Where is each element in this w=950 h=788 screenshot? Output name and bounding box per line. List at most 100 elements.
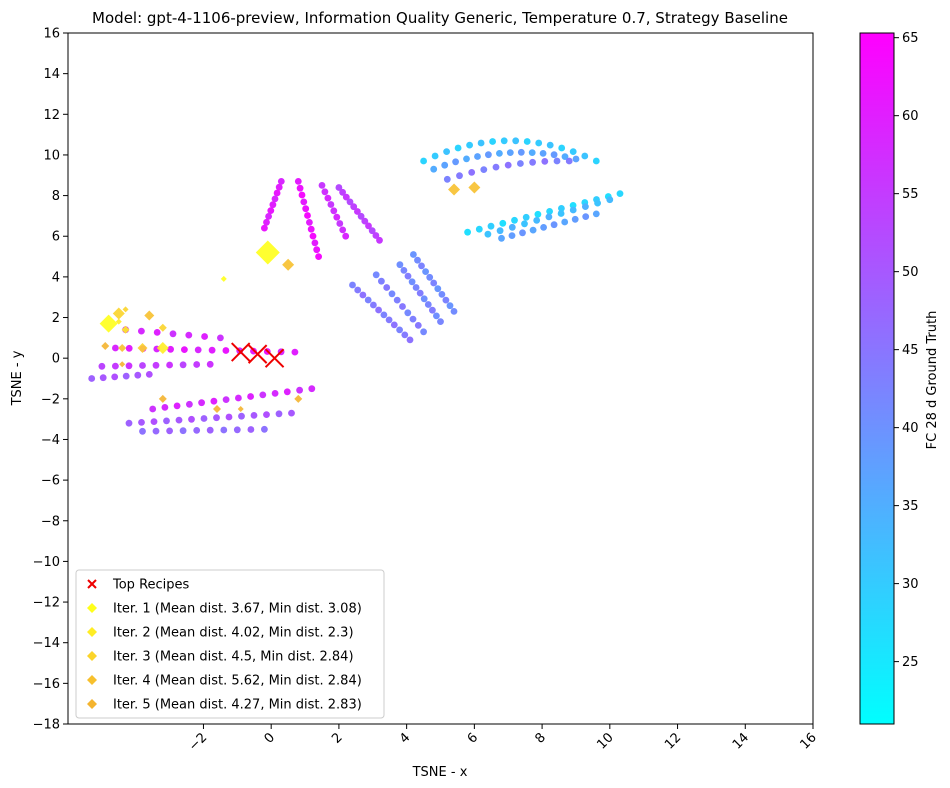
y-tick-label: −12: [33, 596, 60, 611]
scatter-point: [138, 419, 145, 426]
colorbar: 25 30 35 40 45 50 55 60 65: [859, 31, 919, 725]
scatter-point: [506, 149, 514, 157]
scatter-point: [309, 232, 317, 240]
scatter-point: [437, 318, 444, 325]
iteration-3-marker: [112, 307, 125, 320]
y-tick-label: −16: [33, 677, 60, 692]
y-tick-label: −6: [41, 474, 60, 489]
scatter-point: [269, 201, 277, 209]
scatter-point: [163, 417, 170, 425]
scatter-point: [390, 321, 398, 329]
y-tick-label: 12: [43, 108, 60, 123]
scatter-point: [139, 427, 146, 435]
scatter-point: [370, 301, 377, 309]
scatter-point: [139, 362, 146, 369]
scatter-point: [480, 166, 488, 174]
legend-marker-diamond-icon: [87, 699, 97, 709]
scatter-point: [339, 226, 347, 234]
scatter-point: [545, 213, 553, 221]
scatter-point: [201, 333, 209, 340]
scatter-point: [194, 346, 202, 354]
scatter-point: [321, 188, 329, 196]
scatter-point: [112, 362, 119, 370]
scatter-point: [529, 158, 536, 166]
scatter-point: [441, 161, 449, 169]
scatter-point: [452, 158, 459, 166]
scatter-point: [220, 426, 228, 434]
scatter-point: [404, 309, 412, 317]
legend-marker-diamond-icon: [87, 675, 97, 685]
scatter-point: [433, 312, 440, 320]
scatter-point: [145, 371, 153, 378]
scatter-point: [412, 284, 420, 291]
scatter-point: [210, 397, 218, 405]
scatter-point: [557, 210, 565, 217]
scatter-point: [378, 277, 385, 285]
scatter-point: [540, 224, 547, 231]
iteration-1-marker: [255, 240, 280, 265]
x-tick-label: 10: [594, 730, 616, 752]
scatter-point: [438, 291, 446, 298]
scatter-point: [153, 329, 161, 336]
scatter-point: [388, 290, 396, 298]
scatter-point: [522, 213, 530, 221]
colorbar-tick-label: 40: [902, 421, 919, 436]
scatter-point: [335, 184, 343, 191]
top-recipe-marker: [230, 342, 251, 362]
top-recipe-marker: [247, 344, 268, 364]
scatter-point: [499, 219, 507, 227]
scatter-point: [414, 256, 421, 264]
legend-entry-label: Iter. 1 (Mean dist. 3.67, Min dist. 3.08…: [113, 602, 362, 617]
scatter-point: [496, 227, 504, 235]
scatter-point: [193, 361, 201, 368]
scatter-point: [422, 268, 429, 275]
x-tick-label: 12: [662, 730, 684, 752]
scatter-point: [166, 361, 174, 369]
scatter-point: [569, 206, 577, 214]
iteration-2-marker: [121, 325, 130, 334]
legend-entry-label: Top Recipes: [112, 578, 190, 593]
scatter-point: [339, 188, 346, 196]
scatter-point: [125, 344, 133, 352]
y-tick-label: −2: [41, 392, 60, 407]
scatter-point: [572, 155, 580, 163]
scatter-point: [528, 149, 536, 157]
scatter-point: [271, 195, 279, 203]
scatter-point: [198, 399, 206, 407]
scatter-point: [365, 222, 372, 230]
scatter-point: [443, 148, 450, 156]
scatter-point: [306, 219, 313, 226]
y-tick-label: 6: [52, 230, 60, 245]
scatter-point: [401, 331, 409, 339]
scatter-point: [517, 160, 524, 167]
scatter-point: [464, 228, 471, 236]
scatter-point: [420, 328, 427, 336]
y-axis: −18 −16 −14 −12 −10 −8 −6 −4 −2 0 2 4 6 8 10 12 14 16: [33, 27, 68, 733]
scatter-point: [298, 191, 306, 199]
scatter-point: [235, 394, 242, 402]
y-tick-label: 16: [43, 27, 60, 42]
iteration-4-marker: [448, 183, 461, 196]
scatter-point: [396, 326, 403, 334]
y-tick-label: −8: [41, 514, 60, 529]
scatter-point: [333, 213, 341, 221]
legend: Top Recipes Iter. 1 (Mean dist. 3.67, Min…: [75, 569, 385, 719]
scatter-point: [420, 157, 427, 165]
scatter-point: [582, 213, 590, 221]
scatter-point: [330, 207, 338, 215]
legend-entry-label: Iter. 2 (Mean dist. 4.02, Min dist. 2.3): [113, 626, 354, 641]
scatter-point: [508, 223, 516, 231]
scatter-point: [400, 267, 408, 274]
scatter-point: [125, 419, 133, 427]
scatter-point: [535, 139, 543, 147]
legend-entry-label: Iter. 5 (Mean dist. 4.27, Min dist. 2.83…: [113, 698, 362, 713]
scatter-point: [225, 413, 233, 421]
iteration-2-marker: [156, 342, 169, 355]
x-tick-label: 14: [730, 730, 752, 752]
scatter-point: [111, 373, 119, 381]
scatter-point: [606, 196, 614, 204]
scatter-point: [288, 409, 295, 417]
scatter-point: [311, 239, 319, 247]
scatter-point: [247, 426, 255, 433]
scatter-point: [291, 348, 299, 356]
